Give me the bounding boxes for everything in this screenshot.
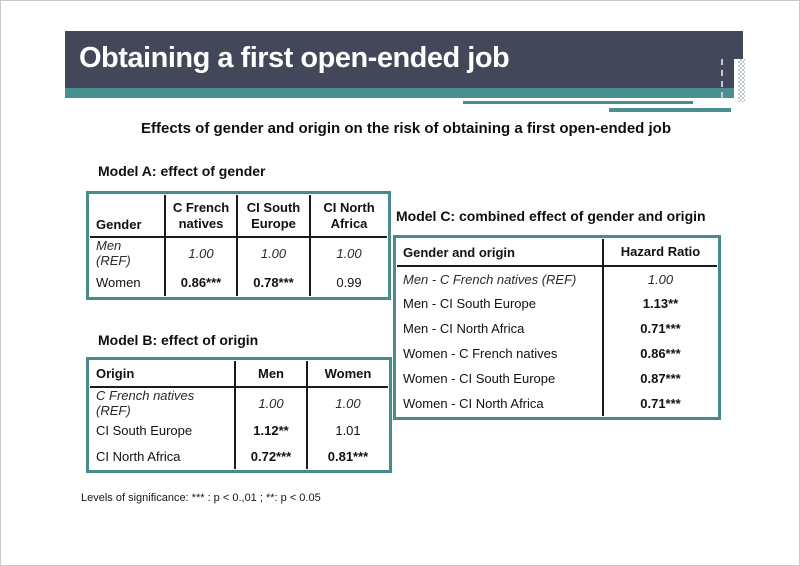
table-header-row: Gender and origin Hazard Ratio: [397, 239, 717, 267]
hazard-ratio-cell: 1.00: [165, 237, 238, 268]
table-row: Men - C French natives (REF) 1.00: [397, 266, 717, 291]
hazard-ratio-cell: 0.87***: [640, 371, 681, 386]
row-label: Women - C French natives: [397, 341, 604, 366]
column-header: Men: [235, 361, 308, 388]
hazard-ratio-cell: 0.86***: [165, 268, 238, 296]
hazard-ratio-cell: 0.72***: [235, 443, 308, 469]
column-header: Gender and origin: [397, 239, 604, 267]
hazard-ratio-cell: 1.00: [235, 387, 308, 418]
column-header: Origin: [90, 361, 236, 388]
row-label: C French natives (REF): [90, 387, 236, 418]
table-row: Women - CI North Africa 0.71***: [397, 391, 717, 416]
row-label: Women - CI North Africa: [397, 391, 604, 416]
model-a-heading: Model A: effect of gender: [98, 163, 266, 179]
banner-notch: [734, 59, 738, 88]
hazard-ratio-cell: 1.00: [647, 271, 674, 287]
table-row: Men - CI South Europe 1.13**: [397, 291, 717, 316]
table-row: Men - CI North Africa 0.71***: [397, 316, 717, 341]
banner-checker-bar: [738, 59, 745, 102]
hazard-ratio-cell: 1.13**: [642, 296, 679, 311]
slide-subtitle: Effects of gender and origin on the risk…: [140, 120, 672, 137]
row-label: Men - C French natives (REF): [397, 266, 604, 291]
hazard-ratio-cell: 0.78***: [237, 268, 311, 296]
model-c-heading: Model C: combined effect of gender and o…: [396, 208, 706, 224]
hazard-ratio-cell: 0.99: [336, 274, 362, 290]
hazard-ratio-cell: 1.00: [336, 245, 362, 261]
row-label: Women - CI South Europe: [397, 366, 604, 391]
column-header: Hazard Ratio: [603, 239, 717, 267]
table-row: C French natives (REF) 1.00 1.00: [90, 387, 388, 418]
banner-dashed-line: [721, 59, 723, 98]
hazard-ratio-cell: 1.12**: [235, 418, 308, 443]
table-row: Women - C French natives 0.86***: [397, 341, 717, 366]
accent-line-1: [463, 101, 693, 104]
hazard-ratio-cell: 0.71***: [640, 321, 681, 336]
table-row: Women - CI South Europe 0.87***: [397, 366, 717, 391]
row-label: CI South Europe: [90, 418, 236, 443]
column-header: CI South Europe: [237, 195, 311, 238]
row-label: Women: [90, 268, 166, 296]
slide-title: Obtaining a first open-ended job: [79, 42, 510, 74]
hazard-ratio-cell: 0.81***: [327, 448, 369, 464]
hazard-ratio-cell: 1.00: [335, 395, 361, 411]
table-row: CI North Africa 0.72*** 0.81***: [90, 443, 388, 469]
table-header-row: Origin Men Women: [90, 361, 388, 388]
hazard-ratio-cell: 1.01: [335, 423, 361, 438]
hazard-ratio-cell: 1.00: [237, 237, 311, 268]
title-bar: [65, 31, 743, 88]
hazard-ratio-cell: 0.86***: [640, 346, 681, 361]
model-a-table: Gender C French natives CI South Europe …: [86, 191, 391, 300]
table-row: CI South Europe 1.12** 1.01: [90, 418, 388, 443]
model-b-heading: Model B: effect of origin: [98, 332, 259, 348]
accent-line-2: [609, 108, 731, 112]
column-header: CI North Africa: [310, 195, 387, 238]
row-label: Men (REF): [90, 237, 166, 268]
column-header: Gender: [90, 195, 166, 238]
table-header-row: Gender C French natives CI South Europe …: [90, 195, 387, 238]
model-c-table: Gender and origin Hazard Ratio Men - C F…: [393, 235, 721, 420]
banner-teal-strip: [65, 88, 734, 98]
row-label: Men - CI North Africa: [397, 316, 604, 341]
table-row: Men (REF) 1.00 1.00 1.00: [90, 237, 387, 268]
model-b-table: Origin Men Women C French natives (REF) …: [86, 357, 392, 473]
significance-footnote: Levels of significance: *** : p < 0.,01 …: [81, 492, 321, 504]
column-header: C French natives: [165, 195, 238, 238]
table-row: Women 0.86*** 0.78*** 0.99: [90, 268, 387, 296]
hazard-ratio-cell: 0.71***: [640, 396, 681, 411]
row-label: CI North Africa: [90, 443, 236, 469]
column-header: Women: [307, 361, 388, 388]
row-label: Men - CI South Europe: [397, 291, 604, 316]
